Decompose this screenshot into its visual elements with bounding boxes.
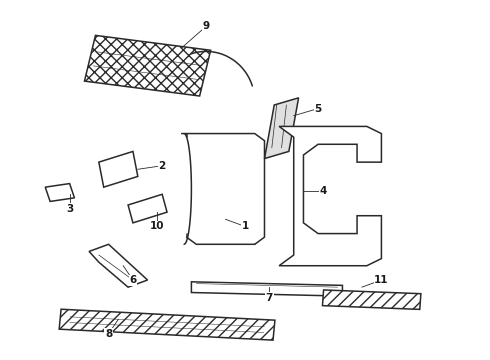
- Text: 1: 1: [242, 221, 248, 231]
- Text: 11: 11: [374, 275, 389, 285]
- Text: 6: 6: [129, 275, 137, 285]
- Polygon shape: [45, 184, 74, 202]
- Text: 5: 5: [315, 104, 322, 113]
- Polygon shape: [322, 290, 421, 309]
- Text: 4: 4: [319, 186, 327, 196]
- Text: 8: 8: [105, 329, 112, 339]
- Text: 3: 3: [66, 203, 73, 213]
- Polygon shape: [128, 194, 167, 223]
- Polygon shape: [99, 152, 138, 187]
- Text: 7: 7: [266, 293, 273, 303]
- Polygon shape: [89, 244, 147, 287]
- Text: 10: 10: [150, 221, 165, 231]
- Polygon shape: [192, 282, 343, 296]
- Text: 2: 2: [159, 161, 166, 171]
- Polygon shape: [279, 126, 381, 266]
- Text: 9: 9: [202, 21, 210, 31]
- Polygon shape: [59, 309, 275, 340]
- Polygon shape: [265, 98, 298, 158]
- Polygon shape: [84, 35, 211, 96]
